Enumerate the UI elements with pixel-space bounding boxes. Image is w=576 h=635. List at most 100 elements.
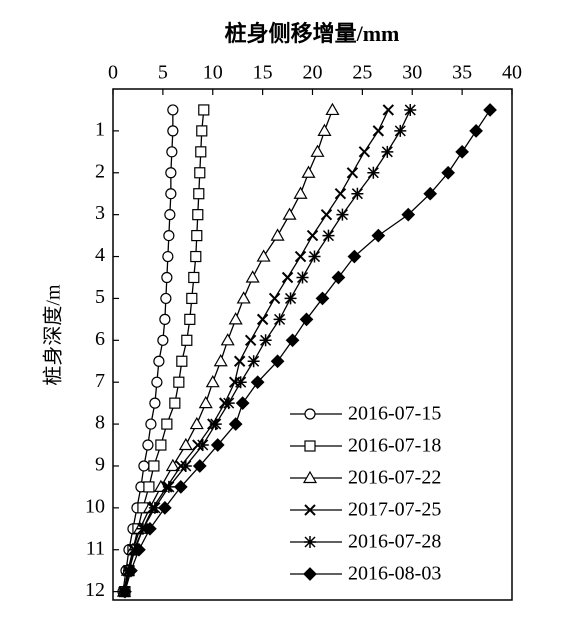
marker	[162, 480, 175, 493]
marker	[236, 291, 251, 304]
marker	[198, 395, 213, 409]
marker	[234, 376, 247, 389]
marker	[346, 167, 359, 179]
y-tick-label: 3	[95, 202, 105, 224]
marker	[173, 480, 188, 494]
x-tick-label: 35	[452, 62, 472, 84]
marker	[310, 144, 325, 157]
marker	[233, 355, 246, 367]
marker	[273, 313, 286, 326]
marker	[186, 292, 198, 305]
marker	[308, 250, 321, 263]
marker	[155, 439, 167, 451]
marker	[148, 501, 161, 514]
marker	[256, 313, 269, 326]
marker	[270, 354, 285, 369]
legend-label: 2016-07-15	[348, 403, 441, 425]
marker	[132, 542, 146, 557]
marker	[331, 270, 346, 285]
marker	[165, 458, 180, 472]
marker	[284, 292, 297, 305]
marker	[161, 271, 173, 284]
legend-label: 2016-07-28	[348, 531, 441, 553]
marker	[469, 124, 483, 138]
marker	[157, 334, 169, 346]
marker	[194, 167, 206, 179]
marker	[145, 418, 157, 430]
marker	[165, 188, 177, 200]
legend-label: 2016-08-03	[348, 563, 441, 585]
legend-marker	[304, 504, 316, 516]
marker	[382, 104, 395, 116]
marker	[188, 271, 200, 284]
x-tick-label: 40	[502, 62, 522, 84]
marker	[281, 271, 294, 284]
marker	[176, 355, 188, 367]
y-tick-label: 10	[85, 495, 105, 517]
legend-label: 2016-07-22	[348, 467, 441, 489]
marker	[282, 207, 297, 220]
legend-label: 2016-07-18	[348, 435, 441, 457]
marker	[198, 104, 210, 116]
marker	[159, 313, 171, 325]
marker	[250, 375, 265, 390]
marker	[164, 209, 176, 221]
marker	[351, 187, 364, 200]
series-line	[124, 109, 205, 592]
y-tick-label: 12	[85, 579, 105, 601]
marker	[209, 418, 222, 431]
marker	[245, 270, 260, 283]
marker	[192, 459, 207, 473]
marker	[320, 208, 333, 221]
y-tick-label: 11	[86, 537, 105, 559]
marker	[181, 334, 193, 346]
marker	[244, 334, 257, 347]
series-line	[123, 109, 334, 592]
marker	[301, 165, 316, 178]
marker	[196, 125, 208, 137]
marker	[151, 376, 163, 388]
chart-title: 桩身侧移增量/mm	[225, 21, 400, 46]
marker	[285, 333, 300, 348]
marker	[372, 125, 385, 137]
marker	[381, 145, 394, 158]
marker	[143, 521, 157, 536]
marker	[358, 146, 371, 158]
marker	[138, 460, 150, 472]
x-tick-label: 5	[158, 62, 168, 84]
marker	[322, 229, 335, 242]
marker	[441, 165, 456, 180]
marker	[163, 229, 175, 242]
marker	[334, 188, 347, 200]
x-tick-label: 30	[402, 62, 422, 84]
marker	[423, 186, 438, 201]
marker	[165, 167, 177, 179]
marker	[173, 376, 185, 388]
y-tick-label: 6	[95, 328, 105, 350]
marker	[193, 188, 205, 200]
marker	[270, 228, 285, 241]
marker	[483, 103, 497, 117]
marker	[228, 417, 243, 431]
marker	[228, 312, 243, 325]
marker	[124, 563, 138, 578]
marker	[160, 292, 172, 305]
marker	[210, 438, 225, 452]
marker	[299, 312, 314, 327]
marker	[213, 354, 228, 367]
marker	[268, 292, 281, 305]
marker	[401, 207, 416, 222]
marker	[317, 123, 332, 136]
marker	[404, 103, 417, 116]
marker	[336, 208, 349, 221]
y-tick-label: 5	[95, 286, 105, 308]
marker	[191, 229, 203, 242]
legend-marker	[304, 536, 316, 548]
marker	[178, 437, 193, 451]
marker	[153, 355, 165, 367]
x-tick-label: 15	[253, 62, 273, 84]
x-tick-label: 20	[303, 62, 323, 84]
legend-label: 2017-07-25	[348, 499, 441, 521]
marker	[325, 102, 340, 116]
